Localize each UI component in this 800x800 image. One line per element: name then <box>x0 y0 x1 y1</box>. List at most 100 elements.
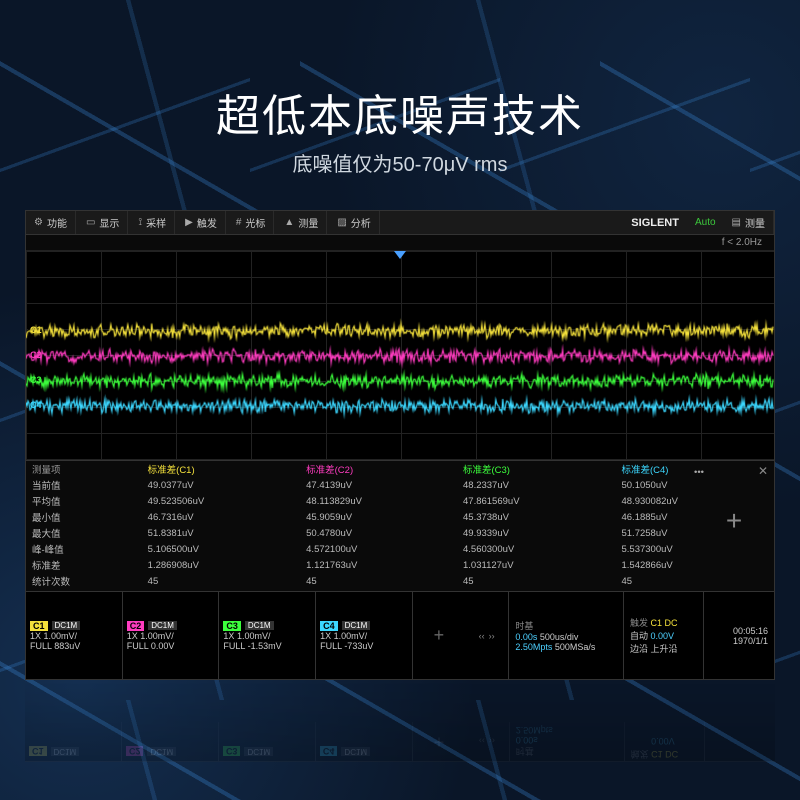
meas-value: 4.572100uV <box>300 541 457 557</box>
meas-row-label: 最小值 <box>26 509 142 525</box>
vdiv: 1.00mV/ <box>44 631 78 641</box>
menu-采样[interactable]: ⟟采样 <box>130 211 175 234</box>
add-measurement-button[interactable]: + <box>714 501 754 541</box>
vdiv: 1.00mV/ <box>140 631 174 641</box>
meas-value: 1.542866uV <box>615 557 774 573</box>
menu-toolbar: ⚙功能 ▭ 显示 ⟟采样▶触发#光标▲测量▨分析 SIGLENTAuto ▤ 测量 <box>26 211 774 235</box>
timebase-info[interactable]: 时基0.00s 500us/div2.50Mpts 500MSa/s <box>509 722 624 761</box>
channel-status-c2[interactable]: C2DC1M1X 1.00mV/FULL 0.00V <box>122 722 219 761</box>
meas-col-c3: 标准差(C3) <box>457 461 615 477</box>
close-icon[interactable]: ✕ <box>758 464 768 478</box>
measurement-panel: ••• ✕ + 测量项标准差(C1)标准差(C2)标准差(C3)标准差(C4)当… <box>26 461 774 591</box>
clock-time: 00:05:16 <box>710 626 768 636</box>
meas-value: 1.031127uV <box>457 557 615 573</box>
reflection: C1DC1M1X 1.00mV/FULL 883uVC2DC1M1X 1.00m… <box>25 682 775 762</box>
vdiv: 1.00mV/ <box>140 737 174 747</box>
coupling-badge: DC1M <box>148 621 177 630</box>
trigger-info[interactable]: 触发 C1 DC自动 0.00V边沿 上升沿 <box>624 722 704 761</box>
brand-label: SIGLENT <box>623 217 687 229</box>
menu-label: 测量 <box>745 215 765 230</box>
channel-status-c4[interactable]: C4DC1M1X 1.00mV/FULL -733uV <box>316 722 413 761</box>
probe-mult: 1X <box>127 631 138 641</box>
menu-measure-right[interactable]: ▤ 测量 <box>724 211 774 234</box>
bandwidth: FULL <box>29 727 51 737</box>
oscilloscope-screenshot: ⚙功能▭显示⟟采样▶触发#光标▲测量▨分析SIGLENTAuto▤测量 f < … <box>25 210 775 680</box>
nav-arrows[interactable]: ‹‹ ›› <box>465 722 509 761</box>
menu-label: 触发 <box>197 215 217 230</box>
offset: 883uV <box>53 727 79 737</box>
next-icon[interactable]: ›› <box>489 737 495 747</box>
meas-value: 45 <box>615 573 774 589</box>
meas-value: 45 <box>142 573 300 589</box>
menu-触发[interactable]: ▶触发 <box>177 211 226 234</box>
offset: -733uV <box>344 641 373 651</box>
bandwidth: FULL <box>320 641 342 651</box>
vdiv: 1.00mV/ <box>43 737 77 747</box>
vdiv: 1.00mV/ <box>237 631 271 641</box>
prev-icon[interactable]: ‹‹ <box>479 631 485 641</box>
bandwidth: FULL <box>30 641 52 651</box>
channel-tag: C4 <box>320 747 338 757</box>
meas-row-label: 当前值 <box>26 477 142 493</box>
channel-status-c3[interactable]: C3DC1M1X 1.00mV/FULL -1.53mV <box>219 592 316 679</box>
crosshair-icon[interactable]: + <box>413 722 465 761</box>
clock: 00:05:161970/1/1 <box>703 592 774 679</box>
coupling-badge: DC1M <box>52 621 81 630</box>
meas-col-c1: 标准差(C1) <box>142 461 300 477</box>
coupling-badge: DC1M <box>245 621 274 630</box>
meas-value: 50.1050uV <box>615 477 774 493</box>
meas-value: 1.286908uV <box>142 557 300 573</box>
channel-tag: C2 <box>126 747 144 757</box>
menu-label: 显示 <box>99 215 119 230</box>
meas-value: 48.113829uV <box>300 493 457 509</box>
probe-mult: 1X <box>320 631 331 641</box>
channel-tag: C3 <box>223 621 241 631</box>
bandwidth: FULL <box>223 727 245 737</box>
channel-status-c4[interactable]: C4DC1M1X 1.00mV/FULL -733uV <box>316 592 413 679</box>
subhead: 底噪值仅为50-70μV rms <box>0 148 800 177</box>
trigger-info[interactable]: 触发 C1 DC自动 0.00V边沿 上升沿 <box>623 592 703 679</box>
menu-显示[interactable]: ▭ 显示 <box>78 211 128 234</box>
meas-value: 4.560300uV <box>457 541 615 557</box>
meas-value: 5.106500uV <box>142 541 300 557</box>
channel-status-c1[interactable]: C1DC1M1X 1.00mV/FULL 883uV <box>25 722 122 761</box>
timebase-info[interactable]: 时基0.00s 500us/div2.50Mpts 500MSa/s <box>508 592 623 679</box>
menu-icon: ⚙ <box>34 217 43 228</box>
offset: 0.00V <box>150 727 174 737</box>
vdiv: 1.00mV/ <box>236 737 270 747</box>
coupling-badge: DC1M <box>342 621 371 630</box>
channel-tag: C1 <box>30 621 48 631</box>
bandwidth: FULL <box>126 727 148 737</box>
meas-value: 48.2337uV <box>457 477 615 493</box>
menu-label: 测量 <box>298 215 318 230</box>
next-icon[interactable]: ›› <box>489 631 495 641</box>
coupling-badge: DC1M <box>341 747 370 756</box>
waveform-area[interactable]: C1C2C3C4 <box>26 251 774 461</box>
probe-mult: 1X <box>223 631 234 641</box>
menu-光标[interactable]: #光标 <box>228 211 275 234</box>
meas-value: 45 <box>300 573 457 589</box>
bandwidth: FULL <box>320 727 342 737</box>
menu-icon: ▤ <box>732 217 741 228</box>
menu-icon: ▨ <box>337 217 346 228</box>
more-icon[interactable]: ••• <box>694 467 704 478</box>
channel-status-c3[interactable]: C3DC1M1X 1.00mV/FULL -1.53mV <box>219 722 316 761</box>
menu-测量[interactable]: ▲测量 <box>276 211 327 234</box>
prev-icon[interactable]: ‹‹ <box>479 737 485 747</box>
vdiv: 1.00mV/ <box>334 631 368 641</box>
channel-tag: C3 <box>223 747 241 757</box>
menu-icon: ▭ <box>86 217 95 228</box>
menu-分析[interactable]: ▨分析 <box>329 211 379 234</box>
clock-time: 00:05:16 <box>711 742 769 752</box>
menu-功能[interactable]: ⚙功能 <box>26 211 76 234</box>
meas-row-label: 平均值 <box>26 493 142 509</box>
crosshair-icon[interactable]: + <box>413 592 465 679</box>
coupling-badge: DC1M <box>51 747 80 756</box>
trigger-mode-indicator: Auto <box>689 217 722 228</box>
trigger-marker-icon <box>394 251 406 259</box>
status-bar: C1DC1M1X 1.00mV/FULL 883uVC2DC1M1X 1.00m… <box>26 591 774 679</box>
nav-arrows[interactable]: ‹‹ ›› <box>465 592 508 679</box>
channel-status-c2[interactable]: C2DC1M1X 1.00mV/FULL 0.00V <box>123 592 220 679</box>
channel-status-c1[interactable]: C1DC1M1X 1.00mV/FULL 883uV <box>26 592 123 679</box>
meas-value: 49.523506uV <box>142 493 300 509</box>
